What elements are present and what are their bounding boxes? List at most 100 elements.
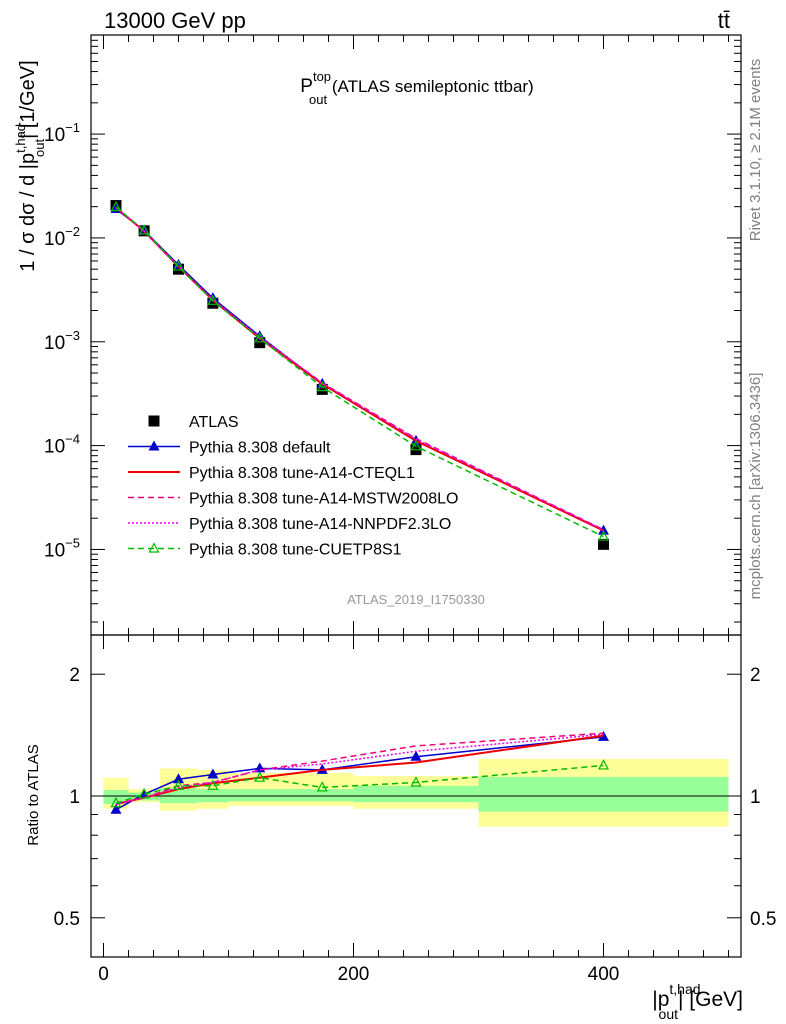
title-sup: top <box>313 69 331 84</box>
ratio-point <box>138 787 150 799</box>
ratio-line-pythia-8-308-tune-cuetp8s1 <box>115 764 604 804</box>
title-rest: (ATLAS semileptonic ttbar) <box>327 77 534 96</box>
xlabel-sub: out <box>659 1006 679 1022</box>
ylabel-sub: out <box>32 138 47 156</box>
y-tick-base: 10 <box>44 229 65 250</box>
data-point <box>173 263 184 275</box>
ylabel-sup: t,had <box>13 124 28 153</box>
xlabel-sup: t,had <box>669 981 700 997</box>
series-line-pythia-8-308-default <box>115 208 604 532</box>
ratio-uncertainty-bands <box>103 758 729 827</box>
data-point <box>138 224 150 235</box>
ratio-point <box>598 759 609 770</box>
header-final-state-label: tt̄ <box>718 8 730 33</box>
ratio-series-pythia-8-308-tune-a14-nnpdf2-3lo <box>115 733 604 805</box>
analysis-watermark: ATLAS_2019_I1750330 <box>347 592 485 607</box>
main-y-tick-label: 10−2 <box>44 224 80 250</box>
y-tick-exponent: −4 <box>65 432 80 447</box>
legend-marker <box>148 415 160 427</box>
ratio-y-tick-label: 0.5 <box>54 909 80 930</box>
data-point <box>138 224 150 235</box>
legend-label: Pythia 8.308 tune-CUETP8S1 <box>189 542 402 559</box>
x-tick-label: 400 <box>588 964 620 985</box>
x-axis-label: |pt,had out| [GeV] <box>652 981 743 1022</box>
ratio-y-tick-label: 1 <box>69 787 80 808</box>
legend: ATLAS Pythia 8.308 default Pythia 8.308 tu… <box>128 414 458 559</box>
y-tick-exponent: −2 <box>65 224 80 239</box>
y-tick-base: 10 <box>44 333 65 354</box>
legend-entry-pythia-8-308-default: Pythia 8.308 default <box>128 440 331 457</box>
legend-label: Pythia 8.308 tune-A14-MSTW2008LO <box>189 491 458 508</box>
ratio-frame <box>90 634 742 958</box>
data-point <box>207 294 219 305</box>
ratio-panel: 0 200 400 0.5 0.5 1 1 2 2 Ratio to ATLAS |pt,had… <box>25 634 776 1022</box>
legend-label: ATLAS <box>189 414 239 431</box>
title-main: P <box>300 76 313 97</box>
data-point <box>110 200 122 212</box>
xlabel-pre: |p <box>652 988 669 1011</box>
data-point <box>173 260 184 271</box>
main-series <box>110 200 609 550</box>
series-pythia-8-308-tune-a14-cteql1 <box>115 206 604 532</box>
ratio-point <box>173 773 184 784</box>
y-tick-base: 10 <box>44 125 65 146</box>
data-point <box>316 383 328 395</box>
mcplots-label: mcplots.cern.ch [arXiv:1306.3436] <box>747 373 764 600</box>
data-point <box>254 337 266 349</box>
legend-label: Pythia 8.308 tune-A14-CTEQL1 <box>189 465 415 482</box>
series-line-pythia-8-308-tune-cuetp8s1 <box>115 206 604 538</box>
ratio-series <box>110 730 609 814</box>
main-y-axis-label: 1 / σ dσ / d |pt,had out| [1/GeV] <box>13 60 47 271</box>
legend-label: Pythia 8.308 tune-A14-NNPDF2.3LO <box>189 516 451 533</box>
title-sub: out <box>309 92 327 107</box>
ratio-y-tick-label-right: 0.5 <box>750 909 776 930</box>
ratio-point <box>254 771 266 782</box>
legend-entry-pythia-8-308-tune-a14-mstw2008lo: Pythia 8.308 tune-A14-MSTW2008LO <box>128 491 458 508</box>
main-y-tick-label: 10−3 <box>44 328 80 354</box>
ratio-ticks: 0 200 400 0.5 0.5 1 1 2 2 <box>54 635 776 985</box>
ratio-point <box>410 750 422 761</box>
series-pythia-8-308-default <box>110 202 609 535</box>
main-y-tick-label: 10−1 <box>44 120 80 146</box>
ratio-point <box>110 803 122 814</box>
ratio-series-pythia-8-308-tune-cuetp8s1 <box>110 759 609 808</box>
band-inner <box>291 789 354 802</box>
x-tick-label: 0 <box>98 964 109 985</box>
main-panel: 10−110−210−310−410−5 Ptop out (ATLAS semi… <box>13 34 742 636</box>
data-point <box>410 440 422 451</box>
y-tick-exponent: −5 <box>65 535 80 550</box>
ratio-y-tick-label: 2 <box>69 665 80 686</box>
ratio-point <box>173 779 184 790</box>
legend-entry-pythia-8-308-tune-cuetp8s1: Pythia 8.308 tune-CUETP8S1 <box>128 542 402 559</box>
ratio-point <box>138 788 150 799</box>
header-process-label: 13000 GeV pp <box>104 8 246 33</box>
legend-label: Pythia 8.308 default <box>189 440 331 457</box>
ylabel-post: | [1/GeV] <box>17 60 39 139</box>
data-point <box>316 380 328 392</box>
x-tick-label: 200 <box>338 964 370 985</box>
y-tick-base: 10 <box>44 437 65 458</box>
ylabel-pre: 1 / σ dσ / d |p <box>17 153 39 272</box>
data-point <box>207 297 219 309</box>
main-y-tick-label: 10−5 <box>44 535 80 561</box>
ratio-point <box>410 776 422 787</box>
ratio-series-pythia-8-308-tune-a14-mstw2008lo <box>115 732 604 805</box>
data-point <box>598 530 609 541</box>
ratio-line-pythia-8-308-tune-a14-nnpdf2-3lo <box>115 733 604 805</box>
legend-marker <box>148 440 160 451</box>
ratio-line-pythia-8-308-default <box>115 736 604 811</box>
data-point <box>254 332 266 343</box>
legend-entry-pythia-8-308-tune-a14-cteql1: Pythia 8.308 tune-A14-CTEQL1 <box>128 465 415 482</box>
legend-entry-pythia-8-308-tune-a14-nnpdf2-3lo: Pythia 8.308 tune-A14-NNPDF2.3LO <box>128 516 451 533</box>
ratio-y-tick-label-right: 1 <box>750 787 761 808</box>
series-pythia-8-308-tune-cuetp8s1 <box>110 200 609 541</box>
rivet-version-label: Rivet 3.1.10, ≥ 2.1M events <box>747 59 764 242</box>
band-inner <box>478 776 729 812</box>
y-tick-base: 10 <box>44 540 65 561</box>
y-tick-exponent: −1 <box>65 120 80 135</box>
ratio-point <box>207 779 219 790</box>
ratio-y-axis-label: Ratio to ATLAS <box>25 744 42 845</box>
ratio-point <box>207 768 219 779</box>
main-y-tick-label: 10−4 <box>44 432 80 458</box>
